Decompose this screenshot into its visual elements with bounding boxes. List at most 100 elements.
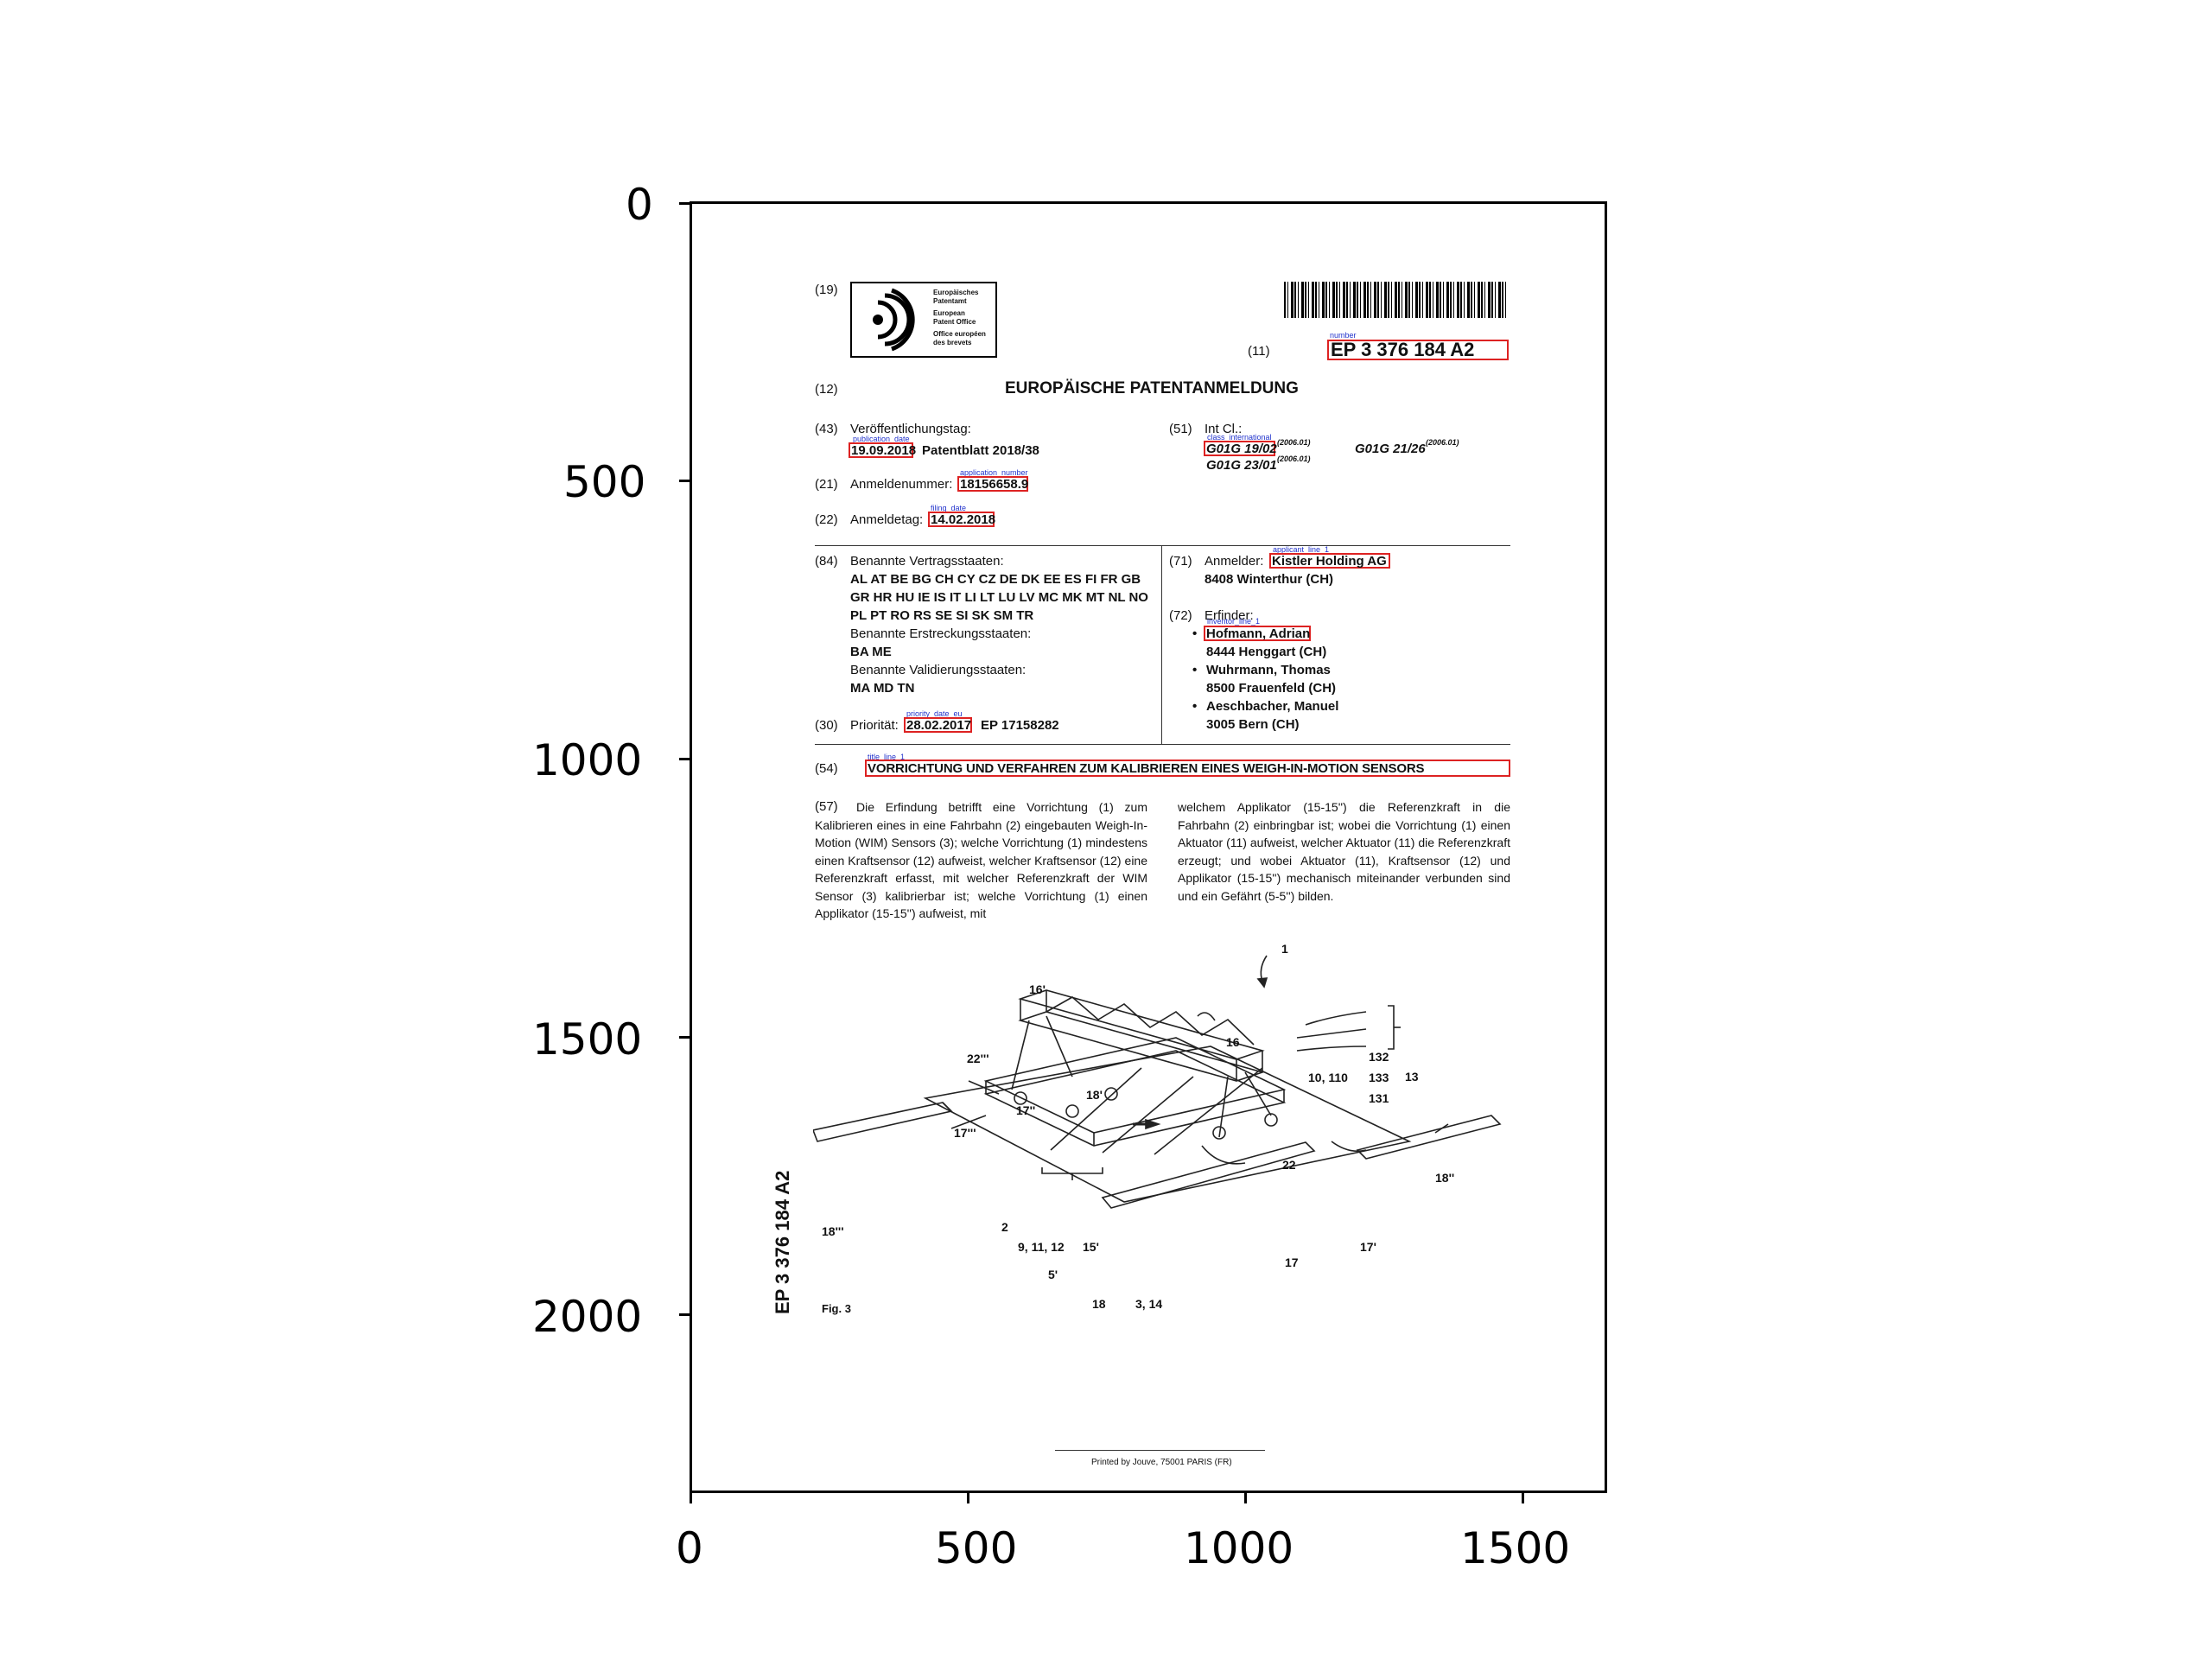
fig-label-16: 16	[1226, 1036, 1240, 1048]
barcode	[1284, 282, 1509, 318]
code-21: (21)	[815, 478, 838, 491]
class3: G01G 23/01	[1206, 459, 1277, 472]
class2: G01G 21/26	[1355, 442, 1426, 455]
class1-ver: (2006.01)	[1277, 439, 1311, 447]
divider-top	[815, 545, 1510, 546]
inventor-bullet-3: •	[1192, 700, 1197, 713]
inventor-3-city: 3005 Bern (CH)	[1206, 718, 1300, 731]
divider-vertical	[1161, 545, 1162, 744]
inventor-1-name: Hofmann, Adrian	[1206, 627, 1310, 640]
fig-label-17ppp: 17'''	[954, 1127, 976, 1139]
epo-logo: Europäisches Patentamt European Patent O…	[850, 282, 997, 358]
fig-label-22: 22	[1282, 1159, 1296, 1171]
y-tick-mark-500	[679, 480, 690, 482]
fig-label-1: 1	[1281, 943, 1288, 955]
fig-caption: Fig. 3	[822, 1303, 851, 1314]
states-line-3: PL PT RO RS SE SI SK SM TR	[850, 609, 1033, 622]
x-tick-mark-1500	[1522, 1493, 1524, 1503]
inventor-2-city: 8500 Frauenfeld (CH)	[1206, 682, 1336, 695]
code-71: (71)	[1169, 555, 1192, 568]
class2-ver: (2006.01)	[1426, 439, 1459, 447]
priority-date: 28.02.2017	[906, 719, 971, 732]
fig-label-17: 17	[1285, 1256, 1299, 1268]
fig-label-10: 10, 110	[1308, 1071, 1348, 1084]
code-84: (84)	[815, 555, 838, 568]
code-43: (43)	[815, 423, 838, 435]
inventor-tag: inventor_line_1	[1207, 618, 1260, 626]
y-tick-1000: 1000	[532, 739, 642, 782]
inventor-bullet-2: •	[1192, 664, 1197, 677]
epo-logo-icon	[852, 283, 928, 356]
appnum-label: Anmeldenummer:	[850, 478, 952, 491]
fig-label-18ppp: 18'''	[822, 1225, 844, 1237]
title: VORRICHTUNG UND VERFAHREN ZUM KALIBRIERE…	[868, 762, 1424, 775]
epo-logo-text: Europäisches Patentamt European Patent O…	[933, 289, 986, 347]
fig-label-17pp: 17''	[1016, 1104, 1035, 1116]
fig-label-22ppp: 22'''	[967, 1052, 989, 1065]
pub-date: 19.09.2018	[851, 444, 916, 457]
x-tick-mark-0	[690, 1493, 692, 1503]
y-tick-2000: 2000	[532, 1295, 642, 1338]
fig-label-133: 133	[1369, 1071, 1389, 1084]
filing-label: Anmeldetag:	[850, 513, 923, 526]
fig-label-131: 131	[1369, 1092, 1389, 1104]
states-label: Benannte Vertragsstaaten:	[850, 555, 1004, 568]
fig-label-9: 9, 11, 12	[1018, 1241, 1065, 1253]
states-line-1: AL AT BE BG CH CY CZ DE DK EE ES FI FR G…	[850, 573, 1141, 586]
valid-states: MA MD TN	[850, 682, 914, 695]
plot-frame: (19) Europäisches Patentamt European Pat…	[690, 201, 1607, 1493]
patentblatt: Patentblatt 2018/38	[922, 444, 1039, 457]
fig-label-18pp: 18''	[1435, 1172, 1454, 1184]
priority-num: EP 17158282	[981, 719, 1059, 732]
y-tick-mark-2000	[679, 1313, 690, 1316]
abstract-left: Die Erfindung betrifft eine Vorrichtung …	[815, 798, 1147, 923]
applicant-label: Anmelder:	[1205, 555, 1263, 568]
states-line-2: GR HR HU IE IS IT LI LT LU LV MC MK MT N…	[850, 591, 1148, 604]
patent-page: (19) Europäisches Patentamt European Pat…	[692, 204, 1605, 1491]
y-tick-mark-1000	[679, 758, 690, 760]
footer-rule	[1055, 1450, 1265, 1451]
valid-label: Benannte Validierungsstaaten:	[850, 664, 1026, 677]
code-54: (54)	[815, 762, 838, 775]
x-tick-mark-1000	[1244, 1493, 1247, 1503]
inventor-3-name: Aeschbacher, Manuel	[1206, 700, 1338, 713]
fig-label-3: 3, 14	[1135, 1298, 1162, 1310]
printer-note: Printed by Jouve, 75001 PARIS (FR)	[1091, 1459, 1232, 1467]
fig-label-16p: 16'	[1029, 983, 1046, 995]
fig-label-17p: 17'	[1360, 1241, 1376, 1253]
x-tick-1000: 1000	[1184, 1527, 1294, 1570]
fig-label-5p: 5'	[1048, 1268, 1058, 1281]
fig-label-13: 13	[1405, 1071, 1419, 1083]
y-tick-0: 0	[626, 183, 653, 226]
class1: G01G 19/02	[1206, 442, 1277, 455]
x-tick-500: 500	[935, 1527, 1017, 1570]
applicant-city: 8408 Winterthur (CH)	[1205, 573, 1333, 586]
pub-label: Veröffentlichungstag:	[850, 423, 971, 435]
doc-type: EUROPÄISCHE PATENTANMELDUNG	[1005, 380, 1299, 397]
divider-bottom	[815, 744, 1510, 745]
fig-label-2: 2	[1001, 1221, 1008, 1233]
code-11: (11)	[1248, 345, 1270, 358]
applicant: Kistler Holding AG	[1272, 555, 1387, 568]
fig-label-15p: 15'	[1083, 1241, 1099, 1253]
fig-label-132: 132	[1369, 1051, 1389, 1063]
y-tick-500: 500	[563, 461, 645, 504]
priority-label: Priorität:	[850, 719, 899, 732]
side-patent-number: EP 3 376 184 A2	[772, 1171, 794, 1314]
x-tick-mark-500	[967, 1493, 969, 1503]
class3-ver: (2006.01)	[1277, 455, 1311, 463]
inventor-bullet-1: •	[1192, 627, 1197, 640]
ext-label: Benannte Erstreckungsstaaten:	[850, 627, 1031, 640]
patent-number: EP 3 376 184 A2	[1331, 340, 1474, 359]
abstract-right: welchem Applikator (15-15'') die Referen…	[1178, 798, 1510, 905]
code-51: (51)	[1169, 423, 1192, 435]
fig-label-18: 18	[1092, 1298, 1106, 1310]
y-tick-mark-1500	[679, 1036, 690, 1039]
code-12: (12)	[815, 383, 838, 396]
y-tick-1500: 1500	[532, 1018, 642, 1061]
code-30: (30)	[815, 719, 838, 732]
ext-states: BA ME	[850, 645, 892, 658]
fig-label-18p: 18'	[1086, 1089, 1103, 1101]
inventor-2-name: Wuhrmann, Thomas	[1206, 664, 1331, 677]
